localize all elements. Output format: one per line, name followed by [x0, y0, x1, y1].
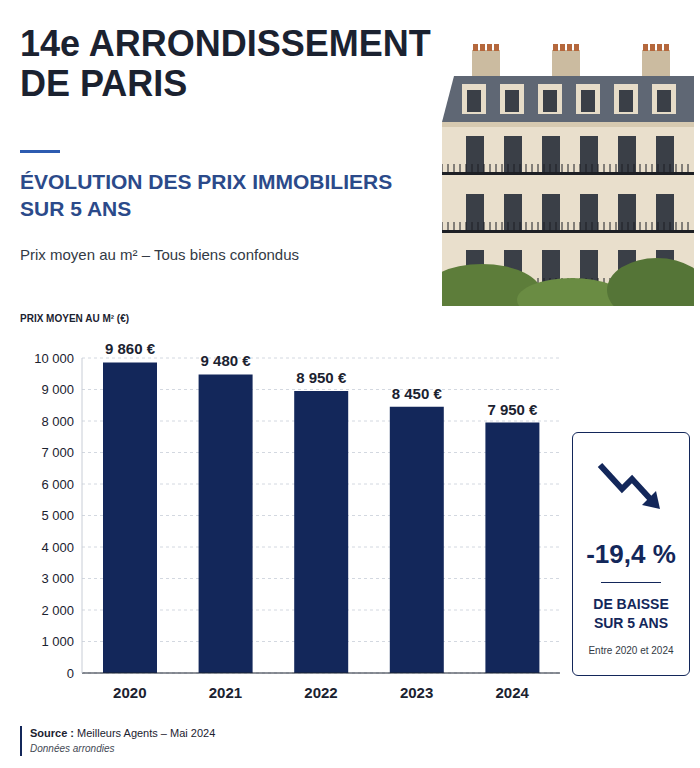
svg-text:8 000: 8 000 [41, 414, 74, 429]
svg-text:1 000: 1 000 [41, 634, 74, 649]
svg-text:2024: 2024 [496, 684, 530, 701]
svg-text:5 000: 5 000 [41, 508, 74, 523]
svg-text:2020: 2020 [113, 684, 146, 701]
svg-text:9 000: 9 000 [41, 382, 74, 397]
svg-text:7 000: 7 000 [41, 445, 74, 460]
svg-text:0: 0 [67, 666, 74, 681]
svg-text:8 950 €: 8 950 € [296, 369, 347, 386]
svg-text:7 950 €: 7 950 € [487, 401, 538, 418]
svg-text:10 000: 10 000 [34, 351, 74, 366]
svg-text:6 000: 6 000 [41, 477, 74, 492]
html-text:PRIX MOYEN AU M² (€): PRIX MOYEN AU M² (€) [20, 313, 130, 324]
svg-text:2 000: 2 000 [41, 603, 74, 618]
svg-text:2021: 2021 [209, 684, 242, 701]
svg-text:9 480 €: 9 480 € [201, 352, 252, 369]
svg-text:3 000: 3 000 [41, 571, 74, 586]
html-text:Données arrondies: Données arrondies [30, 743, 115, 754]
html-text:14e ARRONDISSEMENT DE PARIS: 14e ARRONDISSEMENT DE PARIS [20, 23, 431, 104]
html-text:-19,4 %: -19,4 % [586, 539, 676, 569]
svg-text:2022: 2022 [304, 684, 337, 701]
svg-text:4 000: 4 000 [41, 540, 74, 555]
svg-text:2023: 2023 [400, 684, 433, 701]
html-text:DE BAISSE SUR 5 ANS: DE BAISSE SUR 5 ANS [593, 596, 669, 631]
html-text:Prix moyen au m² – Tous biens: Prix moyen au m² – Tous biens confondus [20, 246, 299, 263]
svg-text:8 450 €: 8 450 € [392, 385, 443, 402]
html-text:Entre 2020 et 2024: Entre 2020 et 2024 [588, 644, 674, 656]
svg-text:9 860 €: 9 860 € [105, 340, 156, 357]
html-text:ÉVOLUTION DES PRIX IMMOBILIERS: ÉVOLUTION DES PRIX IMMOBILIERS SUR 5 ANS [20, 170, 393, 221]
html-text:Source : Meilleurs Agents – Ma: Source : Meilleurs Agents – Mai 2024 [30, 727, 216, 739]
